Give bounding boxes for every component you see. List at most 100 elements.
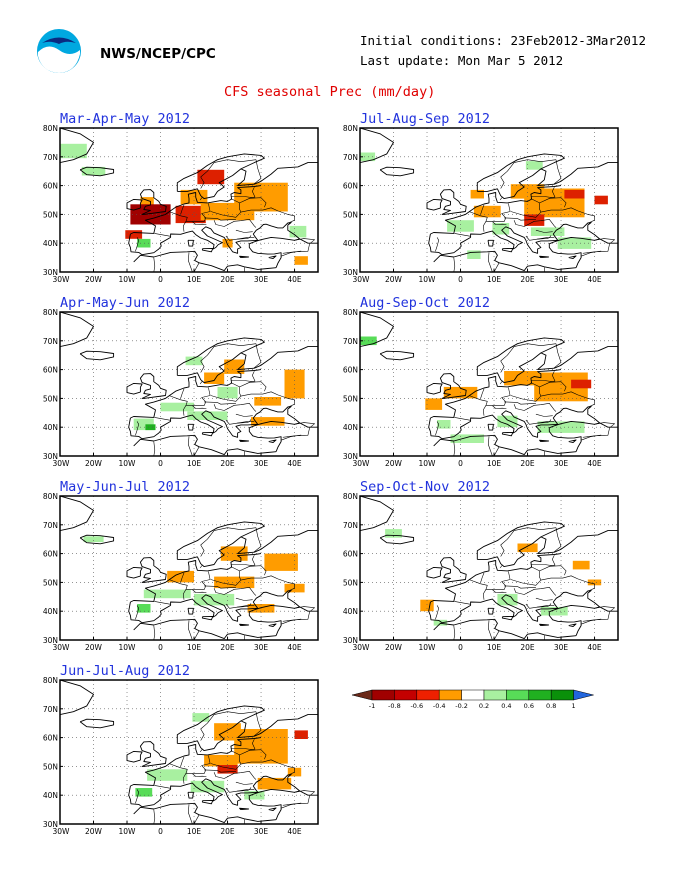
anomaly-patch xyxy=(360,152,376,162)
lon-tick-label: 30W xyxy=(353,459,371,468)
coastlines xyxy=(60,128,318,272)
map-grid xyxy=(360,128,618,272)
lat-tick-label: 60N xyxy=(43,734,58,743)
lat-tick-label: 80N xyxy=(43,308,58,317)
anomaly-patch xyxy=(433,619,448,626)
lon-tick-label: 20W xyxy=(385,643,403,652)
lon-tick-label: 30W xyxy=(53,827,71,836)
coastlines xyxy=(60,680,318,824)
lon-tick-label: 20W xyxy=(85,275,103,284)
anomaly-patch xyxy=(289,225,307,238)
lon-tick-label: 40E xyxy=(587,459,602,468)
colorbar-tick-label: 0.2 xyxy=(479,702,489,710)
map-frame xyxy=(59,311,319,457)
lon-tick-label: 40E xyxy=(587,643,602,652)
coastlines xyxy=(60,496,318,640)
panel-title-son: Sep-Oct-Nov 2012 xyxy=(360,479,491,495)
anomaly-patch xyxy=(125,230,143,239)
anomaly-patch xyxy=(294,730,308,739)
lon-tick-label: 30W xyxy=(53,643,71,652)
lon-tick-label: 20W xyxy=(85,827,103,836)
panel-title-mjj: May-Jun-Jul 2012 xyxy=(60,479,191,495)
lon-tick-label: 10E xyxy=(187,643,202,652)
anomaly-patch xyxy=(175,205,206,224)
lon-tick-label: 0 xyxy=(458,459,463,468)
lon-tick-label: 20E xyxy=(520,643,535,652)
lat-tick-label: 50N xyxy=(43,762,58,771)
anomaly-patch xyxy=(564,189,585,199)
anomaly-patch xyxy=(420,599,434,612)
lon-tick-label: 0 xyxy=(158,643,163,652)
map-grid xyxy=(360,312,618,456)
anomaly-patch xyxy=(244,790,265,800)
anomaly-patch xyxy=(385,529,402,538)
lat-tick-label: 70N xyxy=(43,337,58,346)
anomaly-patch xyxy=(194,593,235,606)
anomaly-patch xyxy=(147,769,188,781)
lon-tick-label: 20E xyxy=(220,275,235,284)
lon-tick-label: 10E xyxy=(487,459,502,468)
lat-tick-label: 30N xyxy=(343,452,358,461)
anomaly-patch xyxy=(450,434,484,443)
lat-tick-label: 60N xyxy=(343,182,358,191)
lat-tick-label: 40N xyxy=(43,791,58,800)
colorbar-segment xyxy=(416,689,440,701)
lat-tick-label: 40N xyxy=(343,607,358,616)
lat-tick-label: 60N xyxy=(43,182,58,191)
lat-tick-label: 80N xyxy=(43,492,58,501)
anomaly-patch xyxy=(133,418,154,431)
colorbar-segment xyxy=(438,689,462,701)
anomaly-patch xyxy=(571,379,592,389)
anomaly-patch xyxy=(224,359,245,374)
anomaly-patch xyxy=(254,397,282,406)
anomaly-patch xyxy=(143,589,191,599)
lat-tick-label: 50N xyxy=(343,210,358,219)
anomaly-patch xyxy=(130,204,171,225)
anomaly-patch xyxy=(180,189,208,205)
lon-tick-label: 10W xyxy=(419,459,437,468)
anomaly-patch xyxy=(220,546,248,561)
map-grid xyxy=(60,128,318,272)
lon-tick-label: 40E xyxy=(287,275,302,284)
lon-tick-label: 20E xyxy=(220,643,235,652)
map-frame xyxy=(59,127,319,273)
lat-tick-label: 80N xyxy=(43,676,58,685)
lat-tick-label: 60N xyxy=(43,550,58,559)
lon-tick-label: 20E xyxy=(220,459,235,468)
lat-tick-label: 70N xyxy=(43,705,58,714)
lon-tick-label: 20W xyxy=(85,643,103,652)
map-grid xyxy=(60,312,318,456)
lat-tick-label: 30N xyxy=(43,820,58,829)
lat-tick-label: 70N xyxy=(343,337,358,346)
coastlines xyxy=(60,312,318,456)
lat-tick-label: 70N xyxy=(43,521,58,530)
anomaly-patch xyxy=(294,256,308,265)
colorbar-segment xyxy=(528,689,552,701)
lat-tick-label: 70N xyxy=(343,521,358,530)
lon-tick-label: 10W xyxy=(419,275,437,284)
anomaly-patch xyxy=(524,214,545,226)
anomaly-patch xyxy=(497,593,518,606)
anomaly-patch xyxy=(204,372,225,384)
colorbar-tick-label: 0.8 xyxy=(546,702,556,710)
panel-title-mam: Mar-Apr-May 2012 xyxy=(60,111,191,127)
panel-title-jas: Jul-Aug-Sep 2012 xyxy=(360,111,491,127)
anomaly-patch xyxy=(204,754,238,767)
lat-tick-label: 80N xyxy=(343,308,358,317)
anomaly-patch xyxy=(60,143,87,159)
panel-title-jja: Jun-Jul-Aug 2012 xyxy=(60,663,191,679)
lon-tick-label: 10W xyxy=(419,643,437,652)
lon-tick-label: 20E xyxy=(220,827,235,836)
lon-tick-label: 10E xyxy=(487,275,502,284)
colorbar-tick-label: 0.4 xyxy=(501,702,511,710)
anomaly-patch xyxy=(197,169,225,185)
anomaly-patch xyxy=(135,788,153,797)
noaa-logo-icon xyxy=(37,29,81,73)
anomaly-patch xyxy=(214,576,255,589)
lat-tick-label: 30N xyxy=(343,636,358,645)
anomaly-patch xyxy=(137,238,151,248)
lat-tick-label: 40N xyxy=(43,607,58,616)
